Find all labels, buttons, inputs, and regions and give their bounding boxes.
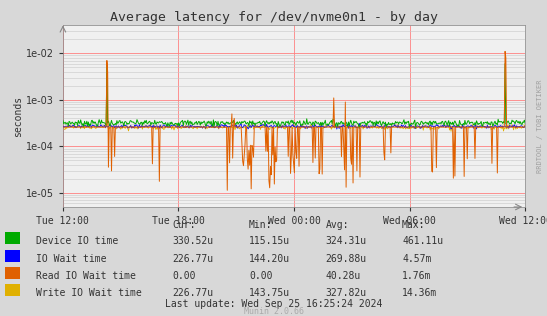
Y-axis label: seconds: seconds [13, 95, 23, 137]
Text: 461.11u: 461.11u [402, 236, 443, 246]
Text: RRDTOOL / TOBI OETIKER: RRDTOOL / TOBI OETIKER [537, 80, 543, 173]
Text: Munin 2.0.66: Munin 2.0.66 [243, 307, 304, 316]
Text: 0.00: 0.00 [249, 271, 272, 281]
Text: 14.36m: 14.36m [402, 288, 437, 298]
Text: 226.77u: 226.77u [172, 288, 213, 298]
Text: 144.20u: 144.20u [249, 254, 290, 264]
Text: Min:: Min: [249, 220, 272, 230]
Text: Read IO Wait time: Read IO Wait time [36, 271, 136, 281]
Text: 1.76m: 1.76m [402, 271, 432, 281]
Text: 269.88u: 269.88u [325, 254, 366, 264]
Text: Average latency for /dev/nvme0n1 - by day: Average latency for /dev/nvme0n1 - by da… [109, 11, 438, 24]
Text: 115.15u: 115.15u [249, 236, 290, 246]
Text: 330.52u: 330.52u [172, 236, 213, 246]
Text: 143.75u: 143.75u [249, 288, 290, 298]
Text: Device IO time: Device IO time [36, 236, 118, 246]
Text: Avg:: Avg: [325, 220, 349, 230]
Text: Max:: Max: [402, 220, 426, 230]
Text: Write IO Wait time: Write IO Wait time [36, 288, 141, 298]
Text: 226.77u: 226.77u [172, 254, 213, 264]
Text: IO Wait time: IO Wait time [36, 254, 106, 264]
Text: Cur:: Cur: [172, 220, 196, 230]
Text: 327.82u: 327.82u [325, 288, 366, 298]
Text: 4.57m: 4.57m [402, 254, 432, 264]
Text: Last update: Wed Sep 25 16:25:24 2024: Last update: Wed Sep 25 16:25:24 2024 [165, 299, 382, 309]
Text: 0.00: 0.00 [172, 271, 196, 281]
Text: 324.31u: 324.31u [325, 236, 366, 246]
Text: 40.28u: 40.28u [325, 271, 360, 281]
